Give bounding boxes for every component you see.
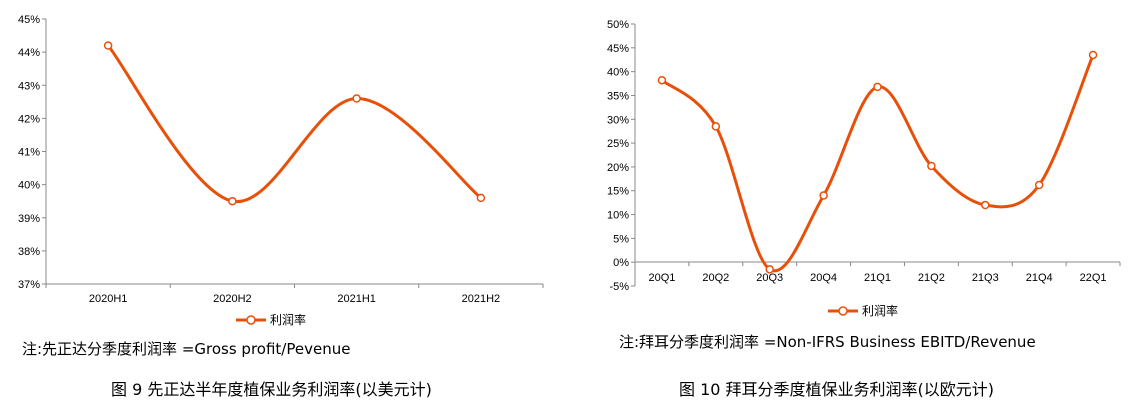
data-point	[819, 191, 828, 200]
chart-right: -5% 0% 5% 10% 15% 20% 25% 30% 35% 40% 45% 50% 20Q1 2…	[607, 19, 1121, 318]
y-tick-label: 38%	[18, 246, 40, 258]
legend-label-left: 利润率	[270, 312, 306, 327]
y-tick-label: 40%	[607, 67, 629, 79]
data-point	[711, 122, 721, 131]
chart-left: 37% 38% 39% 40% 41% 42% 43% 44% 45% 2020H1 2020H2…	[18, 14, 544, 327]
data-point	[1088, 50, 1098, 60]
x-tick-label: 21Q1	[864, 272, 891, 284]
y-tick-label: 45%	[607, 43, 629, 55]
x-tick-label: 21Q2	[918, 272, 945, 284]
legend-label-right: 利润率	[862, 303, 898, 318]
chart-note-left: 注:先正达分季度利润率 =Gross profit/Pevenue	[22, 340, 351, 358]
y-tick-label: 50%	[607, 19, 629, 31]
series-line-profit-margin-right	[660, 54, 1095, 273]
figure-caption-left: 图 9 先正达半年度植保业务利润率(以美元计)	[111, 380, 432, 399]
x-tick-label: 2021H2	[462, 293, 501, 305]
data-point	[765, 265, 774, 274]
x-tick-label: 20Q4	[810, 272, 837, 284]
figure-caption-right: 图 10 拜耳分季度植保业务利润率(以欧元计)	[679, 380, 995, 399]
data-point	[228, 196, 237, 206]
data-point	[1034, 180, 1044, 190]
data-point	[103, 41, 113, 50]
x-tick-label: 20Q1	[648, 272, 675, 284]
data-point	[927, 161, 936, 171]
y-tick-label: 35%	[607, 90, 629, 102]
y-tick-label: 44%	[18, 47, 40, 59]
y-tick-label: 20%	[607, 162, 629, 174]
y-tick-label: 25%	[607, 138, 629, 150]
x-tick-label: 20Q3	[756, 272, 783, 284]
data-point	[476, 193, 486, 203]
y-tick-label: -5%	[609, 281, 629, 293]
legend-marker-left	[246, 315, 256, 325]
legend-right: 利润率	[828, 303, 898, 318]
y-tick-label: 40%	[18, 180, 40, 192]
y-tick-label: 41%	[18, 147, 40, 159]
y-tick-label: 37%	[18, 279, 40, 291]
data-point	[981, 200, 990, 210]
y-tick-label: 5%	[613, 233, 629, 245]
x-tick-label: 2020H1	[89, 293, 128, 305]
x-tick-label: 2020H2	[213, 293, 252, 305]
plot-area-right	[635, 24, 1120, 286]
x-tick-label: 21Q3	[972, 272, 999, 284]
x-tick-label: 22Q1	[1080, 272, 1107, 284]
y-tick-label: 10%	[607, 210, 629, 222]
chart-note-right: 注:拜耳分季度利润率 =Non-IFRS Business EBITD/Reve…	[619, 333, 1036, 351]
y-tick-label: 0%	[613, 257, 629, 269]
data-point	[873, 82, 882, 92]
series-line-profit-margin-left	[106, 44, 482, 203]
y-tick-label: 42%	[18, 113, 40, 125]
data-point	[657, 75, 667, 85]
data-point	[352, 94, 361, 103]
y-tick-label: 43%	[18, 80, 40, 92]
y-tick-label: 30%	[607, 114, 629, 126]
x-tick-label: 2021H1	[337, 293, 376, 305]
y-tick-label: 15%	[607, 186, 629, 198]
y-tick-label: 45%	[18, 14, 40, 26]
legend-left: 利润率	[236, 312, 306, 327]
y-tick-label: 39%	[18, 213, 40, 225]
legend-marker-right	[838, 306, 848, 316]
x-tick-label: 20Q2	[702, 272, 729, 284]
x-tick-label: 21Q4	[1026, 272, 1053, 284]
